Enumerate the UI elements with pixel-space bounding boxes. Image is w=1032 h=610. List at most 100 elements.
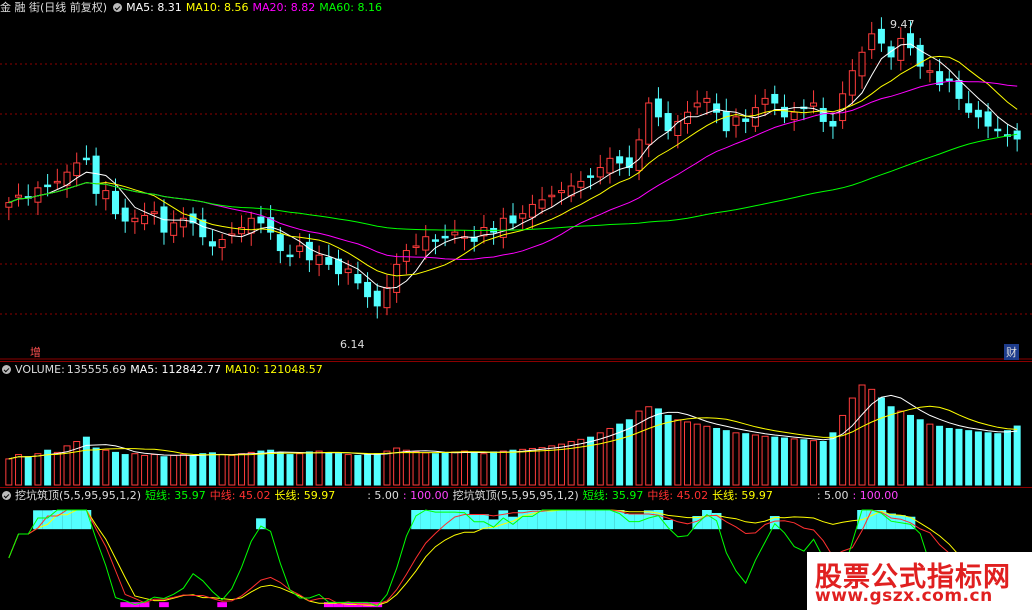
check-circle-icon[interactable]: [2, 365, 11, 374]
volume-bar: [955, 428, 963, 486]
candle-body: [606, 157, 614, 174]
top-zone-bar: [585, 510, 596, 530]
volume-bar: [305, 451, 313, 486]
candle-body: [402, 250, 410, 262]
top-zone-bar: [33, 510, 43, 530]
vol-ma5-label: MA5:: [130, 363, 159, 376]
volume-bar: [810, 440, 818, 486]
candle-body: [625, 157, 633, 169]
volume-bar: [170, 454, 178, 486]
volume-bar: [44, 449, 52, 486]
candle-body: [92, 155, 100, 194]
ma5-legend: MA5: 8.31: [126, 1, 182, 14]
volume-bar: [596, 432, 604, 486]
long-value: 59.97: [303, 489, 336, 502]
long-value-2: 59.97: [741, 489, 773, 502]
candle-body: [44, 184, 52, 188]
candle-body: [422, 236, 430, 251]
indicator-v1-2: : 5.00: [816, 489, 849, 502]
candle-body: [664, 113, 672, 132]
volume-bar: [538, 447, 546, 486]
volume-bar: [780, 437, 788, 486]
candle-body: [238, 227, 246, 235]
candle-body: [654, 98, 662, 118]
candle-body: [344, 268, 352, 274]
volume-bar: [325, 452, 333, 486]
short-legend-2: 短线: 35.97: [583, 489, 644, 502]
volume-bar: [102, 449, 110, 486]
volume-bar: [1003, 430, 1011, 486]
ma20-label: MA20:: [252, 1, 288, 14]
volume-bar: [771, 436, 779, 486]
volume-bar: [674, 419, 682, 486]
top-zone-bar: [420, 510, 431, 530]
candle-body: [906, 33, 915, 49]
volume-bar: [664, 414, 672, 486]
indicator-v1: : 5.00: [367, 489, 399, 502]
volume-bar: [742, 433, 750, 486]
short-value: 35.97: [174, 489, 206, 502]
volume-bar: [131, 453, 139, 486]
candle-body: [5, 202, 13, 208]
volume-bar: [829, 432, 837, 486]
check-circle-icon[interactable]: [113, 3, 123, 12]
candle-body: [780, 106, 788, 118]
candle-body: [528, 203, 536, 218]
top-zone-bar: [663, 519, 673, 530]
volume-bar: [470, 452, 478, 486]
indicator-name-2: 挖坑筑顶(5,5,95,95,1,2): [452, 489, 579, 502]
volume-bar: [625, 419, 633, 486]
candle-body: [315, 254, 323, 265]
candle-body: [955, 79, 963, 99]
candle-body: [296, 245, 304, 252]
volume-bar: [693, 423, 701, 486]
long-legend-2: 长线: 59.97: [712, 489, 773, 502]
high-price-label: 9.47: [890, 18, 915, 31]
volume-bar: [965, 430, 973, 486]
candle-body: [926, 70, 934, 73]
candle-body: [645, 102, 653, 145]
volume-bar: [635, 410, 643, 486]
price-panel[interactable]: 金 融 街(日线 前复权) MA5: 8.31 MA10: 8.56 MA20: 8.…: [0, 0, 1032, 360]
candle-body: [257, 216, 265, 224]
volume-bar: [732, 432, 740, 486]
candle-body: [945, 78, 953, 82]
candle-body: [848, 70, 856, 96]
long-label-2: 长线:: [712, 489, 738, 502]
ma5-label: MA5:: [126, 1, 154, 14]
top-zone-bar: [605, 510, 615, 530]
candle-body: [713, 103, 721, 113]
volume-value: 135555.69: [66, 363, 127, 376]
candle-body: [684, 111, 692, 124]
volume-bar: [722, 430, 730, 486]
candle-body: [994, 128, 1002, 132]
top-zone-bar: [411, 510, 421, 530]
candle-body: [974, 109, 982, 118]
volume-bar: [819, 441, 827, 486]
short-value-2: 35.97: [611, 489, 644, 502]
pit-zone-bar: [362, 602, 373, 608]
candle-body: [596, 167, 604, 178]
check-circle-icon[interactable]: [2, 491, 11, 500]
long-label: 长线:: [274, 489, 301, 502]
top-zone-bar: [527, 510, 538, 530]
candle-body: [121, 207, 129, 222]
mid-legend-2: 中线: 45.02: [647, 489, 708, 502]
top-zone-bar: [430, 510, 441, 530]
volume-bar: [296, 453, 304, 486]
candle-body: [703, 97, 711, 103]
volume-bar: [451, 451, 459, 486]
volume-panel[interactable]: VOLUME: 135555.69 MA5: 112842.77 MA10: 1210…: [0, 361, 1032, 487]
pit-zone-bar: [323, 602, 334, 608]
volume-bar: [24, 456, 32, 486]
candle-body: [722, 110, 730, 132]
pit-zone-bar: [217, 602, 227, 608]
price-chart[interactable]: [0, 0, 1032, 360]
volume-bar: [577, 438, 585, 486]
volume-chart[interactable]: [0, 362, 1032, 487]
indicator-panel[interactable]: 挖坑筑顶(5,5,95,95,1,2) 短线: 35.97 中线: 45.02 长线:…: [0, 487, 1032, 610]
volume-bar: [63, 445, 71, 486]
candle-body: [393, 263, 401, 293]
volume-bar: [441, 452, 449, 486]
volume-bar: [761, 435, 769, 486]
